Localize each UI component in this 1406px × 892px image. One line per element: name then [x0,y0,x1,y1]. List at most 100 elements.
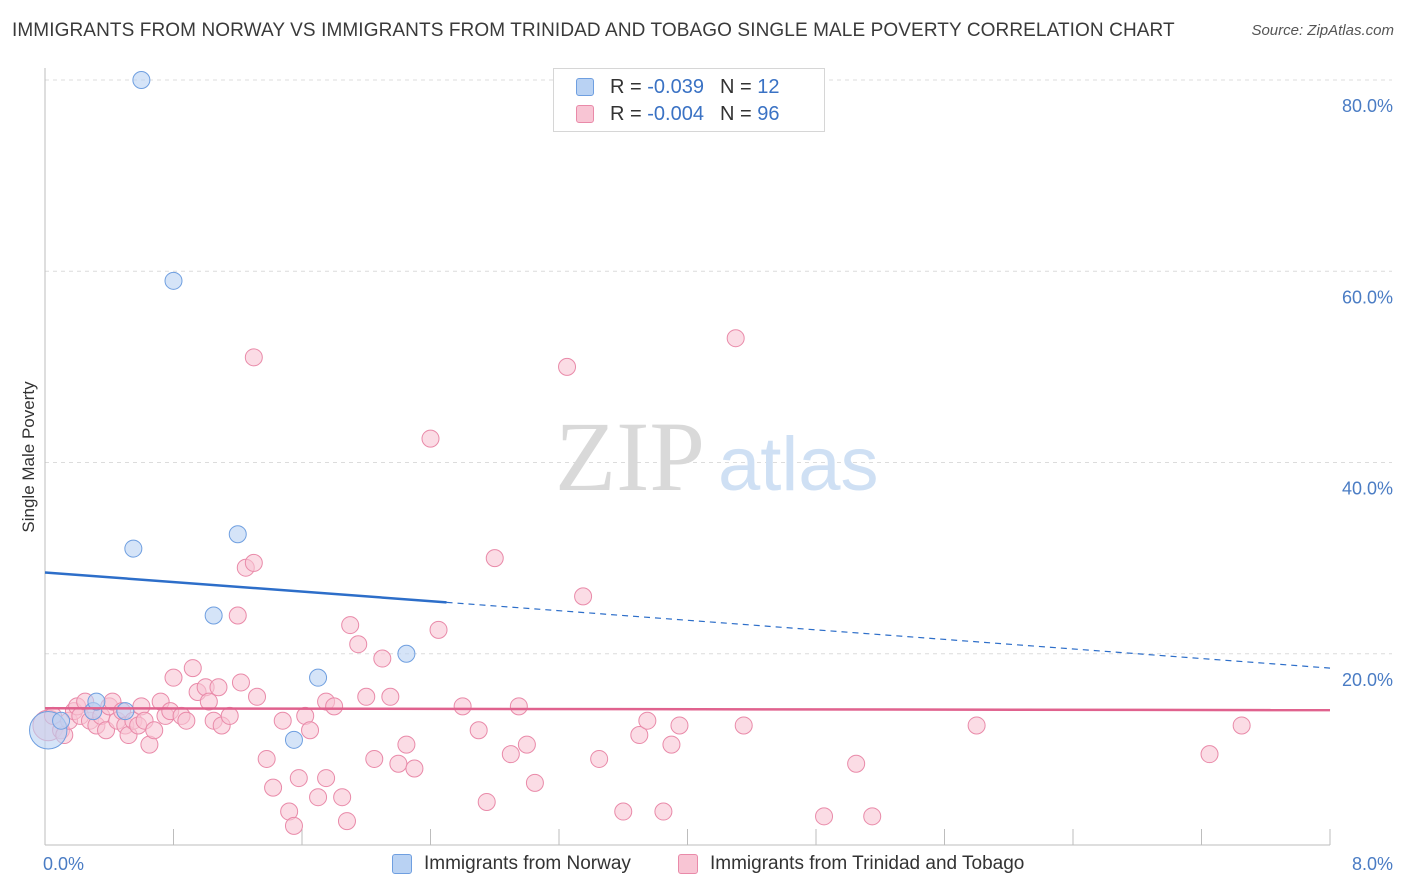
tt-point-59 [349,635,368,654]
tt-point-93 [1232,716,1251,735]
tt-point-73 [501,745,520,764]
norway-swatch [576,78,594,96]
tt-r-label: R = [610,102,642,125]
tt-point-95 [317,769,336,788]
bottom-legend-norway: Immigrants from Norway [392,851,631,877]
tt-point-80 [614,802,633,821]
norway-trend-line-extension [446,601,1331,669]
norway-point-12 [87,692,106,711]
tt-point-43 [244,553,263,572]
bottom-norway-label: Immigrants from Norway [424,853,631,874]
tt-point-77 [558,357,577,376]
tt-point-89 [847,754,866,773]
tt-point-47 [273,711,292,730]
y-tick-label-80: 80.0% [1342,96,1393,116]
tt-point-35 [199,692,218,711]
tt-point-68 [429,620,448,639]
tt-point-88 [815,807,834,826]
norway-n-value: 12 [757,75,780,98]
tt-point-84 [662,735,681,754]
tt-point-31 [177,711,196,730]
tt-point-65 [397,735,416,754]
y-tick-label-40: 40.0% [1342,479,1393,499]
tt-r-value: -0.004 [647,102,704,125]
series-tt-points [32,329,1251,835]
tt-point-85 [670,716,689,735]
norway-point-9 [309,668,328,687]
bottom-norway-swatch [392,854,412,874]
norway-trend-line [44,571,447,604]
norway-point-1 [52,711,71,730]
tt-point-58 [341,616,360,635]
tt-point-94 [244,348,263,367]
watermark-atlas: atlas [718,422,879,507]
tt-point-45 [257,749,276,768]
tt-point-75 [517,735,536,754]
tt-point-50 [289,769,308,788]
chart-title: IMMIGRANTS FROM NORWAY VS IMMIGRANTS FRO… [12,20,1175,41]
bottom-tt-label: Immigrants from Trinidad and Tobago [710,853,1025,874]
ticks-layer: 20.0% 40.0% 60.0% 80.0% 0.0% 8.0% [43,96,1393,874]
norway-point-11 [397,644,416,663]
tt-point-61 [365,749,384,768]
tt-point-90 [863,807,882,826]
norway-point-3 [132,71,151,89]
norway-point-6 [116,702,135,721]
tt-point-79 [590,749,609,768]
tt-point-81 [630,726,649,745]
tt-point-66 [405,759,424,778]
x-tick-label-1: 8.0% [1352,854,1393,874]
watermark-zip: ZIP [555,401,705,512]
tt-point-63 [381,687,400,706]
bottom-legend-tt: Immigrants from Trinidad and Tobago [678,851,1024,877]
tt-point-69 [453,697,472,716]
tt-point-44 [248,687,267,706]
watermark: ZIP atlas [555,401,879,512]
tt-point-25 [145,721,164,740]
tt-point-49 [284,816,303,835]
tt-point-60 [357,687,376,706]
norway-point-10 [284,730,303,749]
norway-r-value: -0.039 [647,75,704,98]
grid-layer [45,79,1392,655]
tt-point-74 [509,697,528,716]
x-tick-label-0: 0.0% [43,854,84,874]
norway-point-7 [228,525,247,544]
norway-point-8 [204,606,223,625]
legend-row-norway: R = -0.039 N = 12 [576,74,779,100]
tt-point-32 [183,659,202,678]
norway-point-5 [164,271,183,290]
tt-trend-line [44,707,1331,712]
tt-point-87 [734,716,753,735]
tt-point-55 [325,697,344,716]
tt-point-76 [525,773,544,792]
tt-point-72 [485,549,504,568]
tt-point-53 [309,788,328,807]
tt-point-57 [337,812,356,831]
trend-layer [44,571,1331,712]
tt-point-67 [421,429,440,448]
y-tick-label-60: 60.0% [1342,287,1393,307]
tt-point-41 [231,673,250,692]
tt-point-37 [209,678,228,697]
norway-r-label: R = [610,75,642,98]
tt-point-29 [164,668,183,687]
tt-point-39 [220,706,239,725]
series-norway-points [29,71,416,750]
tt-point-62 [373,649,392,668]
y-axis-label: Single Male Poverty [19,381,38,533]
tt-swatch [576,105,594,123]
tt-point-82 [638,711,657,730]
tt-point-78 [574,587,593,606]
tt-point-40 [228,606,247,625]
norway-point-4 [124,539,143,558]
legend-row-tt: R = -0.004 N = 96 [576,101,779,127]
chart-source: Source: ZipAtlas.com [1251,22,1394,39]
tt-point-92 [1200,745,1219,764]
tt-n-label: N = [719,102,752,125]
tt-point-46 [264,778,283,797]
bottom-tt-swatch [678,854,698,874]
tt-point-86 [726,329,745,348]
tt-point-70 [469,721,488,740]
